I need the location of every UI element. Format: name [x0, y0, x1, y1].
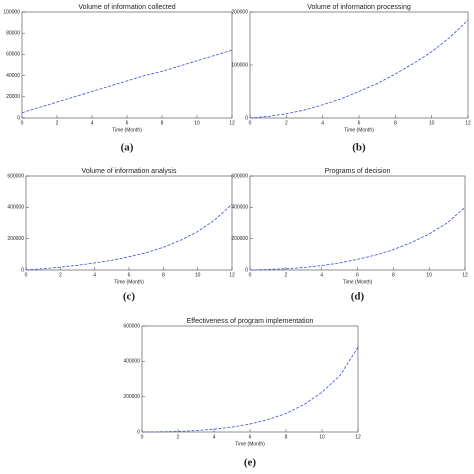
chart-title: Volume of information analysis [82, 168, 177, 175]
chart-title: Volume of information collected [78, 4, 175, 11]
x-tick-label: 6 [249, 434, 252, 440]
x-tick-label: 2 [59, 272, 62, 278]
x-tick-label: 0 [141, 434, 144, 440]
y-tick-label: 600000 [231, 173, 248, 179]
x-tick-label: 2 [285, 120, 288, 126]
caption: (e) [244, 457, 257, 469]
y-tick-label: 0 [17, 115, 20, 121]
x-tick-label: 12 [462, 272, 468, 278]
x-tick-label: 4 [321, 120, 324, 126]
x-tick-label: 8 [161, 120, 164, 126]
x-tick-label: 2 [284, 272, 287, 278]
x-tick-label: 0 [25, 272, 28, 278]
y-tick-label: 0 [245, 267, 248, 273]
x-tick-label: 12 [229, 272, 235, 278]
plot-frame [21, 11, 233, 119]
chart-title: Effectiveness of program implementation [187, 318, 314, 325]
chart-title: Programs of decision [325, 168, 391, 175]
chart-title: Volume of information processing [307, 4, 411, 11]
x-tick-label: 12 [229, 120, 235, 126]
x-tick-label: 8 [285, 434, 288, 440]
y-tick-label: 600000 [123, 323, 140, 329]
y-tick-label: 200000 [7, 236, 24, 242]
x-tick-label: 10 [194, 120, 200, 126]
y-tick-label: 200000 [231, 236, 248, 242]
plot-frame [141, 325, 359, 433]
y-tick-label: 0 [245, 115, 248, 121]
x-tick-label: 2 [56, 120, 59, 126]
x-tick-label: 8 [392, 272, 395, 278]
x-tick-label: 12 [465, 120, 471, 126]
x-tick-label: 4 [93, 272, 96, 278]
x-tick-label: 4 [213, 434, 216, 440]
line [21, 49, 233, 114]
x-axis-label: Time (Month) [344, 127, 374, 133]
y-tick-label: 60000 [6, 52, 20, 58]
x-tick-label: 4 [91, 120, 94, 126]
caption: (c) [123, 291, 136, 303]
x-tick-label: 6 [358, 120, 361, 126]
x-tick-label: 0 [249, 120, 252, 126]
y-tick-label: 40000 [6, 73, 20, 79]
y-tick-label: 100000 [3, 9, 20, 15]
x-axis-label: Time (Month) [235, 441, 265, 447]
x-tick-label: 6 [126, 120, 129, 126]
x-tick-label: 8 [162, 272, 165, 278]
y-tick-label: 100000 [231, 62, 248, 68]
x-axis-label: Time (Month) [114, 279, 144, 285]
plot-frame [249, 11, 469, 119]
x-tick-label: 0 [249, 272, 252, 278]
x-tick-label: 0 [21, 120, 24, 126]
x-axis-label: Time (Month) [112, 127, 142, 133]
y-tick-label: 0 [21, 267, 24, 273]
y-tick-label: 200000 [231, 9, 248, 15]
line [249, 207, 466, 271]
y-tick-label: 400000 [231, 205, 248, 211]
caption: (d) [351, 291, 365, 303]
x-tick-label: 8 [394, 120, 397, 126]
y-tick-label: 80000 [6, 31, 20, 37]
y-tick-label: 200000 [123, 394, 140, 400]
x-tick-label: 4 [320, 272, 323, 278]
x-tick-label: 10 [426, 272, 432, 278]
caption: (a) [121, 142, 134, 154]
line [249, 19, 469, 119]
x-tick-label: 12 [355, 434, 361, 440]
x-tick-label: 10 [429, 120, 435, 126]
x-tick-label: 2 [177, 434, 180, 440]
y-tick-label: 0 [137, 429, 140, 435]
plot-frame [249, 175, 466, 271]
x-tick-label: 10 [319, 434, 325, 440]
x-tick-label: 6 [356, 272, 359, 278]
caption: (b) [352, 142, 366, 154]
y-tick-label: 400000 [123, 359, 140, 365]
y-tick-label: 600000 [7, 173, 24, 179]
line [25, 203, 233, 271]
line [141, 346, 359, 433]
x-tick-label: 10 [195, 272, 201, 278]
x-tick-label: 6 [128, 272, 131, 278]
y-tick-label: 20000 [6, 94, 20, 100]
y-tick-label: 400000 [7, 205, 24, 211]
plot-frame [25, 175, 233, 271]
x-axis-label: Time (Month) [343, 279, 373, 285]
